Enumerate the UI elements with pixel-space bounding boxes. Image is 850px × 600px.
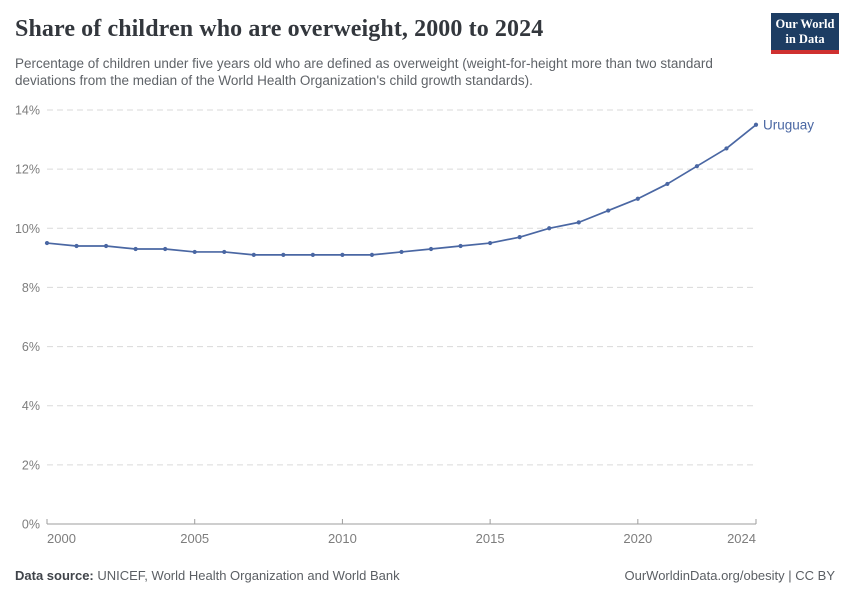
y-axis-tick-label: 8%	[22, 281, 40, 295]
data-point[interactable]	[665, 181, 670, 187]
chart-subtitle: Percentage of children under five years …	[15, 56, 713, 88]
x-axis-tick-label: 2024	[727, 531, 756, 546]
data-point[interactable]	[635, 196, 640, 201]
data-point[interactable]	[44, 240, 50, 246]
data-point[interactable]	[576, 220, 581, 225]
owid-logo: Our World in Data	[771, 13, 839, 54]
data-point[interactable]	[222, 249, 227, 255]
data-point[interactable]	[547, 226, 552, 231]
data-point[interactable]	[606, 208, 611, 213]
data-point[interactable]	[251, 252, 256, 257]
chart-title: Share of children who are overweight, 20…	[15, 16, 544, 42]
data-point[interactable]	[399, 249, 404, 255]
x-axis-tick-label: 2000	[47, 531, 76, 546]
y-axis-tick-label: 12%	[15, 163, 40, 177]
y-axis-tick-label: 0%	[22, 518, 40, 532]
x-axis-tick-label: 2020	[623, 531, 652, 546]
y-axis-tick-label: 6%	[22, 340, 40, 354]
y-axis-tick-label: 14%	[15, 104, 40, 118]
data-point[interactable]	[369, 252, 375, 257]
data-point[interactable]	[133, 246, 138, 252]
data-source-label: Data source:	[15, 568, 94, 583]
owid-logo-line1: Our World	[775, 17, 835, 31]
footer-license: OurWorldinData.org/obesity | CC BY	[624, 568, 836, 583]
data-point[interactable]	[163, 246, 168, 252]
data-point[interactable]	[694, 164, 700, 169]
y-axis-tick-label: 2%	[22, 458, 40, 472]
data-point[interactable]	[488, 240, 493, 246]
owid-logo-line2: in Data	[785, 32, 825, 46]
data-point[interactable]	[458, 243, 463, 249]
data-source: Data source: UNICEF, World Health Organi…	[15, 568, 400, 583]
data-point[interactable]	[753, 122, 759, 127]
y-axis-tick-label: 10%	[15, 222, 40, 236]
x-axis-tick-label: 2005	[180, 531, 209, 546]
chart-footer: Data source: UNICEF, World Health Organi…	[15, 568, 835, 583]
data-point[interactable]	[428, 246, 434, 252]
data-point[interactable]	[517, 235, 522, 240]
series-label-uruguay: Uruguay	[763, 117, 814, 132]
y-axis-tick-label: 4%	[22, 399, 40, 413]
x-axis-tick-label: 2015	[476, 531, 505, 546]
data-point[interactable]	[310, 252, 315, 257]
uruguay-line[interactable]	[46, 123, 757, 256]
data-point[interactable]	[281, 252, 286, 257]
data-point[interactable]	[103, 243, 109, 249]
data-source-value: UNICEF, World Health Organization and Wo…	[93, 568, 400, 583]
data-point[interactable]	[340, 252, 345, 257]
data-point[interactable]	[192, 249, 197, 255]
line-chart[interactable]: 0% 2% 4% 6% 8% 10% 12% 14% 2000 2005 2010 2015 2020 2…	[0, 0, 850, 560]
data-point[interactable]	[724, 146, 729, 151]
x-axis-tick-label: 2010	[328, 531, 357, 546]
data-point[interactable]	[74, 243, 79, 249]
